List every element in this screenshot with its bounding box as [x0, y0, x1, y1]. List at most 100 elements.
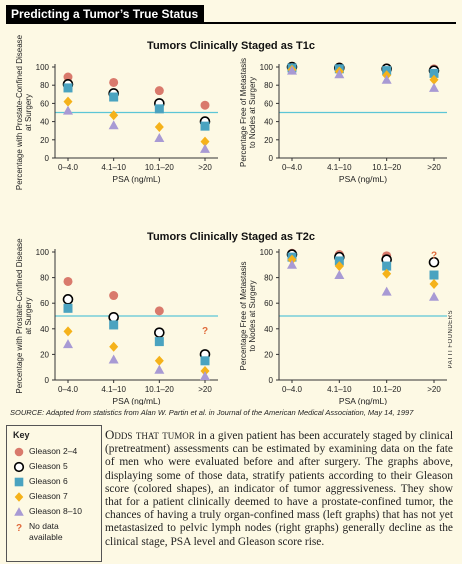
x-tick-label: 0–4.0	[282, 385, 303, 394]
legend-marker	[14, 507, 24, 516]
chart-panel: 0 20 40 60 80 100 0–4.0 4.1–10 10.1–20 >20 PSA (ng…	[15, 34, 218, 190]
data-point	[200, 121, 210, 131]
chart-panel: 0 20 40 60 80 100 0–4.0 4.1–10 10.1–20 >20 PSA (ng…	[15, 238, 218, 405]
data-point	[200, 371, 210, 381]
y-axis-label: Percentage with Prostate-Confined Diseas…	[15, 34, 33, 190]
no-data-glyph: ?	[16, 523, 22, 533]
y-tick-label: 20	[264, 136, 273, 145]
legend-label: available	[29, 532, 63, 542]
y-tick-label: 60	[264, 99, 273, 108]
data-point	[109, 92, 119, 102]
legend: Key Gleason 2–4 Gleason 5 Gleason 6 Gleason…	[6, 425, 102, 562]
y-tick-label: 0	[269, 376, 274, 385]
x-tick-label: 10.1–20	[372, 163, 401, 172]
header: Predicting a Tumor’s True Status	[6, 5, 456, 25]
data-point	[108, 311, 119, 323]
y-axis-label-line: to Nodes at Surgery	[248, 280, 257, 351]
y-axis-label-line: at Surgery	[24, 94, 33, 131]
data-point	[381, 74, 392, 84]
data-point	[429, 279, 439, 289]
y-tick-label: 80	[264, 274, 273, 283]
data-point	[154, 327, 165, 338]
data-point	[287, 254, 297, 265]
x-tick-label: 4.1–10	[327, 163, 352, 172]
no-data-marker: ?	[202, 326, 208, 337]
chart-panel: 0 20 40 60 80 100 0–4.0 4.1–10 10.1–20 >20 PSA (ng…	[239, 58, 447, 184]
y-tick-label: 80	[264, 81, 273, 90]
legend-title: Key	[13, 430, 30, 440]
x-axis-label: PSA (ng/mL)	[112, 396, 160, 405]
caption-text: in a given patient has been accurately s…	[105, 430, 453, 548]
x-tick-label: >20	[427, 385, 441, 394]
legend-swatch	[13, 461, 25, 473]
data-point	[63, 339, 73, 349]
source-note: SOURCE: Adapted from statistics from Ala…	[10, 408, 414, 417]
y-tick-label: 20	[264, 350, 273, 359]
data-point	[154, 364, 165, 374]
data-point	[429, 291, 439, 301]
y-axis-label-line: Percentage with Prostate-Confined Diseas…	[15, 238, 24, 394]
legend-swatch	[14, 492, 24, 502]
y-tick-label: 100	[36, 63, 50, 72]
y-axis-label: Percentage Free of Metastasisto Nodes at…	[239, 262, 257, 371]
x-tick-label: 10.1–20	[372, 385, 401, 394]
data-point	[63, 326, 73, 337]
y-tick-label: 40	[264, 118, 273, 127]
data-point	[108, 354, 119, 364]
data-point	[429, 74, 439, 85]
data-point	[154, 306, 164, 316]
y-tick-label: 100	[260, 63, 274, 72]
y-axis-label-line: Percentage Free of Metastasis	[239, 58, 248, 167]
y-tick-label: 60	[40, 99, 49, 108]
legend-swatch	[14, 477, 24, 487]
data-point	[287, 65, 297, 75]
x-tick-label: 4.1–10	[101, 163, 126, 172]
data-point	[382, 261, 392, 271]
data-point	[200, 356, 210, 366]
data-point	[154, 337, 164, 347]
x-tick-label: >20	[198, 163, 212, 172]
caption: Odds that tumor in a given patient has b…	[105, 428, 453, 549]
data-point	[109, 110, 119, 121]
x-tick-label: >20	[427, 163, 441, 172]
x-tick-label: 0–4.0	[58, 385, 79, 394]
legend-swatch: ?	[16, 523, 22, 533]
data-point	[428, 256, 440, 268]
y-tick-label: 0	[45, 154, 50, 163]
y-tick-label: 100	[36, 248, 50, 257]
no-data-marker: ?	[431, 251, 437, 262]
data-point	[200, 366, 210, 377]
data-point	[154, 122, 164, 133]
y-axis-label-line: at Surgery	[24, 298, 33, 335]
data-point	[429, 82, 439, 92]
legend-swatch	[14, 447, 24, 457]
data-point	[108, 120, 119, 130]
data-point	[429, 270, 439, 280]
data-point	[154, 355, 164, 366]
y-axis-label-line: Percentage with Prostate-Confined Diseas…	[15, 34, 24, 190]
legend-label: Gleason 8–10	[29, 506, 82, 516]
legend-label: Gleason 2–4	[29, 446, 78, 456]
y-axis-label-line: Percentage Free of Metastasis	[239, 262, 248, 371]
x-tick-label: >20	[198, 385, 212, 394]
x-tick-label: 10.1–20	[145, 385, 174, 394]
x-tick-label: 0–4.0	[58, 163, 79, 172]
data-point	[200, 136, 210, 147]
group-title: Tumors Clinically Staged as T1c	[147, 40, 315, 52]
legend-label: Gleason 7	[29, 491, 68, 501]
y-axis-label-line: to Nodes at Surgery	[248, 77, 257, 148]
data-point	[381, 286, 392, 296]
x-tick-label: 10.1–20	[145, 163, 174, 172]
x-axis-label: PSA (ng/mL)	[339, 174, 387, 184]
data-point	[154, 132, 165, 142]
legend-marker	[13, 461, 25, 473]
header-rule	[6, 22, 456, 24]
data-point	[63, 276, 73, 286]
data-point	[287, 259, 297, 269]
y-axis-label: Percentage with Prostate-Confined Diseas…	[15, 238, 33, 394]
data-point	[109, 320, 119, 330]
legend-marker	[14, 477, 24, 487]
y-tick-label: 80	[40, 274, 49, 283]
x-tick-label: 4.1–10	[327, 385, 352, 394]
chart-panel: 0 20 40 60 80 100 0–4.0 4.1–10 10.1–20 >20 PSA (ng…	[239, 248, 447, 405]
